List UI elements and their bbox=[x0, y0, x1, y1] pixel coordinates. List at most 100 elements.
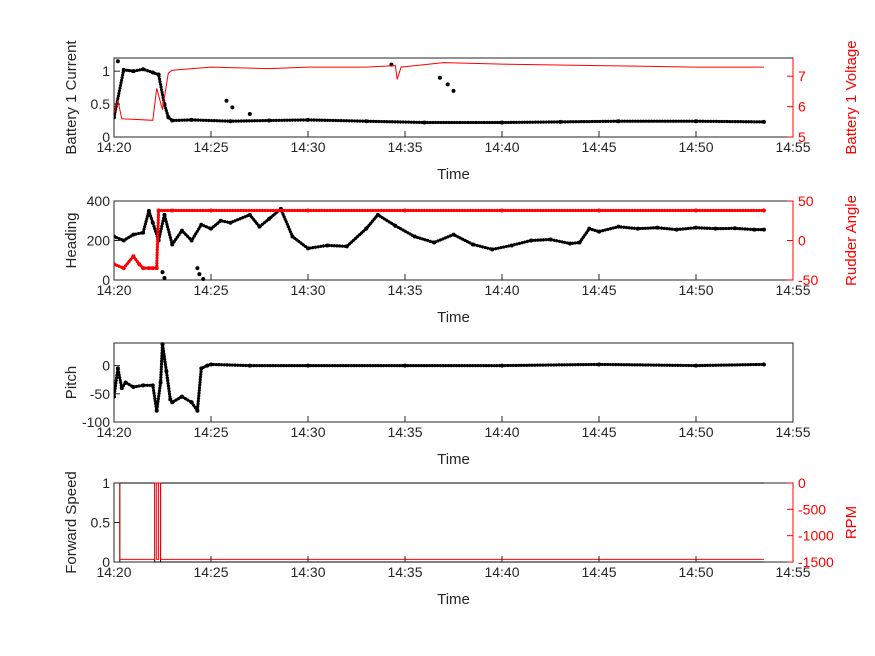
plot-area bbox=[113, 200, 794, 281]
panel-1: 14:20 14:25 14:30 14:35 14:40 14:45 14:50 14:55… bbox=[63, 40, 860, 183]
data-point bbox=[131, 232, 136, 237]
data-point bbox=[587, 226, 592, 231]
data-point bbox=[422, 120, 427, 125]
data-point bbox=[199, 222, 204, 227]
data-point bbox=[189, 238, 194, 243]
data-point bbox=[752, 227, 757, 232]
data-point bbox=[451, 232, 456, 237]
y-tick-label-left: 0 bbox=[102, 129, 110, 145]
data-point bbox=[141, 67, 146, 72]
x-tick-label: 14:30 bbox=[290, 424, 325, 440]
y-tick-label-left: 200 bbox=[87, 233, 111, 249]
x-tick-label: 14:30 bbox=[290, 282, 325, 298]
data-point bbox=[146, 208, 151, 213]
data-point bbox=[156, 72, 161, 77]
data-point bbox=[445, 82, 450, 87]
data-point bbox=[616, 224, 621, 229]
x-tick-label: 14:50 bbox=[678, 282, 713, 298]
data-point bbox=[616, 119, 621, 124]
data-point bbox=[247, 363, 252, 368]
x-tick-label: 14:20 bbox=[96, 564, 131, 580]
data-point bbox=[412, 234, 417, 239]
data-point bbox=[257, 224, 262, 229]
data-point bbox=[548, 237, 553, 242]
data-point bbox=[131, 69, 136, 74]
series-group bbox=[114, 206, 766, 282]
data-point bbox=[364, 119, 369, 124]
data-point bbox=[694, 363, 698, 368]
data-point bbox=[437, 75, 442, 80]
data-point bbox=[344, 244, 349, 249]
data-point bbox=[500, 208, 504, 213]
series-group bbox=[114, 59, 766, 125]
data-point bbox=[179, 394, 184, 399]
data-point bbox=[635, 226, 640, 231]
data-point bbox=[114, 394, 116, 399]
y-tick-label-right: -1500 bbox=[798, 554, 834, 570]
data-point bbox=[761, 208, 766, 213]
data-point bbox=[141, 230, 146, 235]
data-point bbox=[228, 119, 233, 124]
data-point bbox=[655, 225, 660, 230]
data-point bbox=[195, 266, 200, 271]
x-tick-label: 14:20 bbox=[96, 139, 131, 155]
data-point bbox=[694, 119, 698, 124]
data-point bbox=[197, 272, 202, 277]
data-point bbox=[123, 380, 128, 385]
data-point bbox=[201, 277, 206, 282]
x-axis-label: Time bbox=[437, 309, 470, 326]
data-point bbox=[131, 385, 136, 390]
y-tick-label-left: -100 bbox=[82, 414, 110, 430]
data-point bbox=[156, 208, 161, 213]
x-tick-label: 14:20 bbox=[96, 282, 131, 298]
x-tick-label: 14:35 bbox=[387, 282, 422, 298]
data-point bbox=[306, 117, 310, 122]
data-point bbox=[500, 120, 504, 125]
y-axis-label-right: RPM bbox=[843, 506, 860, 539]
plot-area bbox=[113, 342, 794, 423]
x-tick-label: 14:50 bbox=[678, 139, 713, 155]
y-tick-label-right: -50 bbox=[798, 272, 818, 288]
data-point bbox=[267, 118, 272, 123]
data-point bbox=[432, 240, 437, 245]
data-point bbox=[403, 208, 407, 213]
x-tick-label: 14:30 bbox=[290, 564, 325, 580]
data-point bbox=[114, 262, 116, 267]
data-point bbox=[115, 59, 120, 64]
x-axis-label: Time bbox=[437, 591, 470, 608]
data-point bbox=[150, 383, 155, 388]
data-point bbox=[150, 266, 155, 271]
x-tick-label: 14:40 bbox=[484, 139, 519, 155]
y-tick-label-right: -1000 bbox=[798, 528, 834, 544]
data-point bbox=[325, 243, 330, 248]
data-point bbox=[158, 380, 163, 385]
data-point bbox=[694, 225, 698, 230]
data-point bbox=[114, 115, 116, 120]
x-tick-label: 14:45 bbox=[581, 282, 616, 298]
y-tick-label-right: 0 bbox=[798, 233, 806, 249]
data-point bbox=[119, 386, 124, 391]
x-axis-label: Time bbox=[437, 166, 470, 183]
data-point bbox=[150, 70, 155, 75]
data-point bbox=[209, 362, 213, 367]
data-point bbox=[141, 266, 146, 271]
data-point bbox=[224, 98, 229, 103]
x-tick-label: 14:45 bbox=[581, 424, 616, 440]
data-point bbox=[170, 208, 175, 213]
data-point bbox=[267, 216, 272, 221]
data-point bbox=[364, 226, 369, 231]
y-tick-label-left: -50 bbox=[90, 386, 110, 402]
data-point bbox=[761, 362, 766, 367]
data-point bbox=[168, 397, 173, 402]
data-point bbox=[209, 226, 213, 231]
data-point bbox=[154, 266, 159, 271]
y-tick-label-right: 0 bbox=[798, 475, 806, 491]
data-point bbox=[115, 366, 120, 371]
data-point bbox=[732, 226, 737, 231]
data-point bbox=[154, 408, 159, 413]
data-point bbox=[375, 212, 380, 217]
data-point bbox=[141, 383, 146, 388]
data-point bbox=[306, 208, 310, 213]
x-tick-label: 14:55 bbox=[775, 564, 810, 580]
data-point bbox=[205, 363, 210, 368]
